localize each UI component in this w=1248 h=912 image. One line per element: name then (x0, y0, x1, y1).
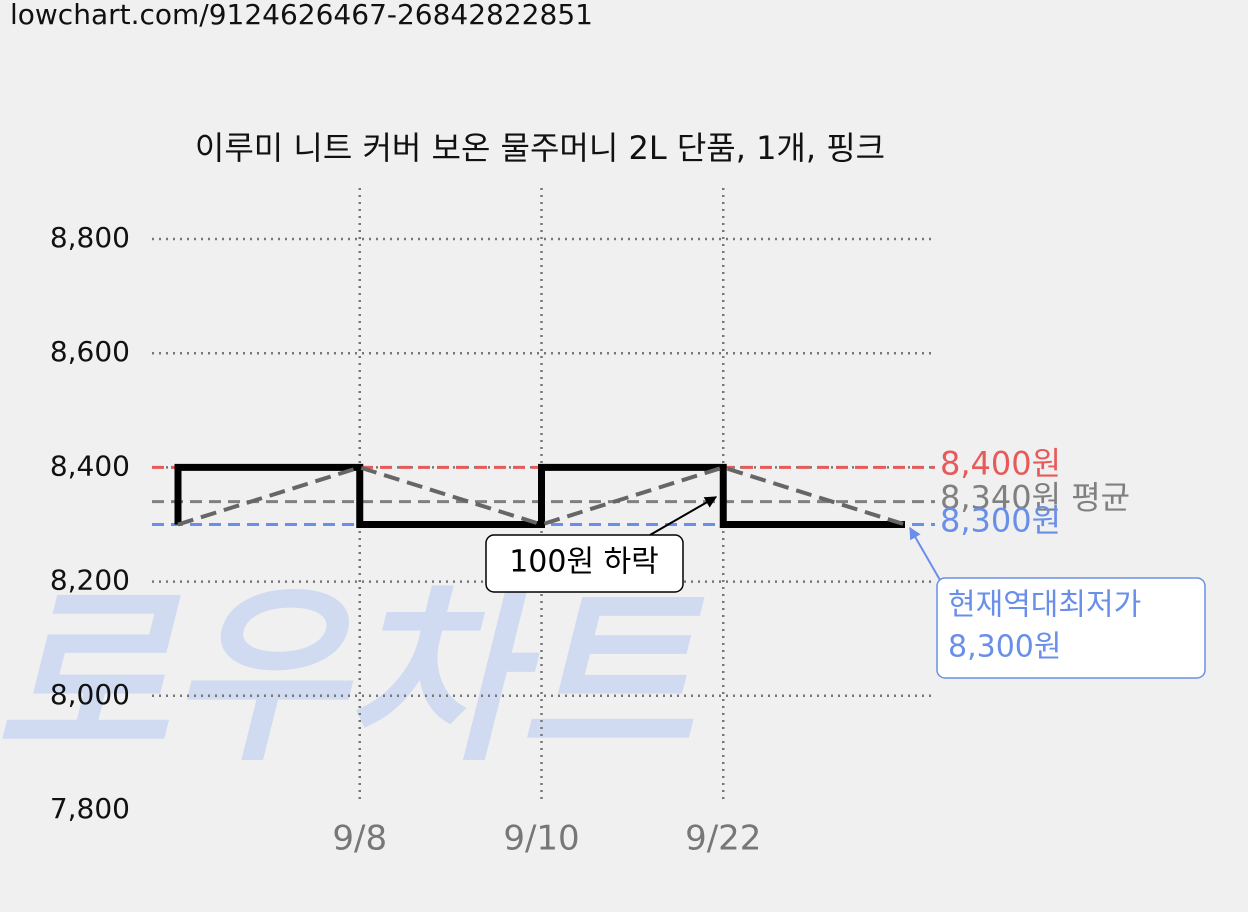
watermark: 로우차트 (0, 566, 705, 787)
chart-title: 이루미 니트 커버 보온 물주머니 2L 단품, 1개, 핑크 (195, 129, 885, 167)
y-tick-label: 8,200 (50, 564, 130, 597)
price-step-line (174, 463, 905, 528)
annotation-text: 8,300원 (948, 630, 1061, 665)
annotation-box (936, 577, 1206, 679)
annotation-arrow (649, 496, 718, 536)
x-tick-label: 9/8 (332, 819, 387, 859)
x-tick-label: 9/22 (685, 819, 761, 859)
y-tick-label: 8,600 (50, 335, 130, 368)
reference-label: 8,340원 평균 (940, 479, 1130, 517)
reference-label: 8,400원 (940, 444, 1061, 482)
y-tick-label: 8,800 (50, 221, 130, 254)
price-trend-line (177, 465, 906, 527)
y-tick-label: 7,800 (50, 792, 130, 825)
y-tick-label: 8,000 (50, 678, 130, 711)
annotation-arrow (909, 526, 941, 581)
annotation-text: 100원 하락 (509, 545, 659, 580)
url: lowchart.com/9124626467-26842822851 (10, 0, 593, 31)
annotation-box (485, 534, 684, 593)
y-tick-label: 8,400 (50, 449, 130, 482)
x-tick-label: 9/10 (503, 819, 579, 859)
reference-label: 8,300원 (940, 502, 1061, 540)
annotation-text: 현재역대최저가 (948, 588, 1141, 623)
